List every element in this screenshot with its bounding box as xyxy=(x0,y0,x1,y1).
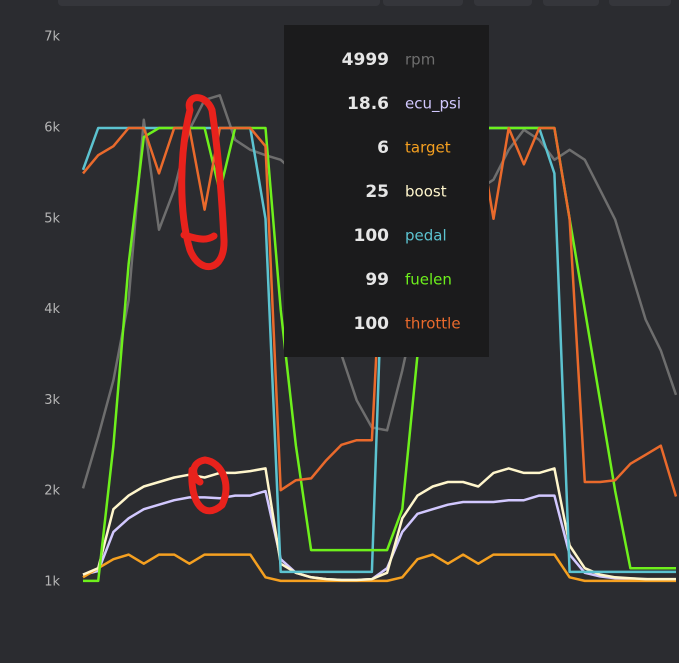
tooltip-value: 4999 xyxy=(342,50,389,70)
tooltip-series-name: rpm xyxy=(405,51,435,69)
series-line xyxy=(82,467,676,582)
tooltip-series-name: boost xyxy=(405,183,447,201)
toolbar-button[interactable] xyxy=(543,0,599,6)
y-tick-label: 5k xyxy=(44,211,60,226)
tooltip-series-name: ecu_psi xyxy=(405,95,461,114)
tooltip-value: 25 xyxy=(365,182,389,202)
tooltip-value: 99 xyxy=(365,270,389,290)
annotation-scribbles xyxy=(178,94,230,515)
tooltip-series-name: target xyxy=(405,139,451,157)
tooltip-series-name: throttle xyxy=(405,315,461,333)
tooltip-series-name: fuelen xyxy=(405,271,452,289)
tooltip-value: 6 xyxy=(377,138,389,158)
y-tick-label: 2k xyxy=(44,484,60,499)
toolbar-button[interactable] xyxy=(474,0,532,6)
tooltip: 4999 rpm 18.6 ecu_psi 6 target 25 boost 100 pedal… xyxy=(284,25,489,357)
y-tick-label: 1k xyxy=(44,574,60,589)
tooltip-box xyxy=(284,25,489,357)
toolbar-button[interactable] xyxy=(383,0,463,6)
toolbar-button[interactable] xyxy=(609,0,671,6)
tooltip-series-name: pedal xyxy=(405,227,447,245)
red-scribble xyxy=(178,94,228,270)
red-scribble xyxy=(188,456,230,515)
y-tick-label: 3k xyxy=(44,393,60,408)
y-tick-label: 6k xyxy=(44,121,60,136)
y-tick-label: 4k xyxy=(44,302,60,317)
tooltip-value: 18.6 xyxy=(347,94,389,114)
y-tick-label: 7k xyxy=(44,30,60,45)
tooltip-value: 100 xyxy=(354,226,390,246)
series-line xyxy=(82,489,676,582)
toolbar-field[interactable] xyxy=(58,0,380,6)
tooltip-value: 100 xyxy=(354,314,390,334)
series-line xyxy=(82,553,676,583)
